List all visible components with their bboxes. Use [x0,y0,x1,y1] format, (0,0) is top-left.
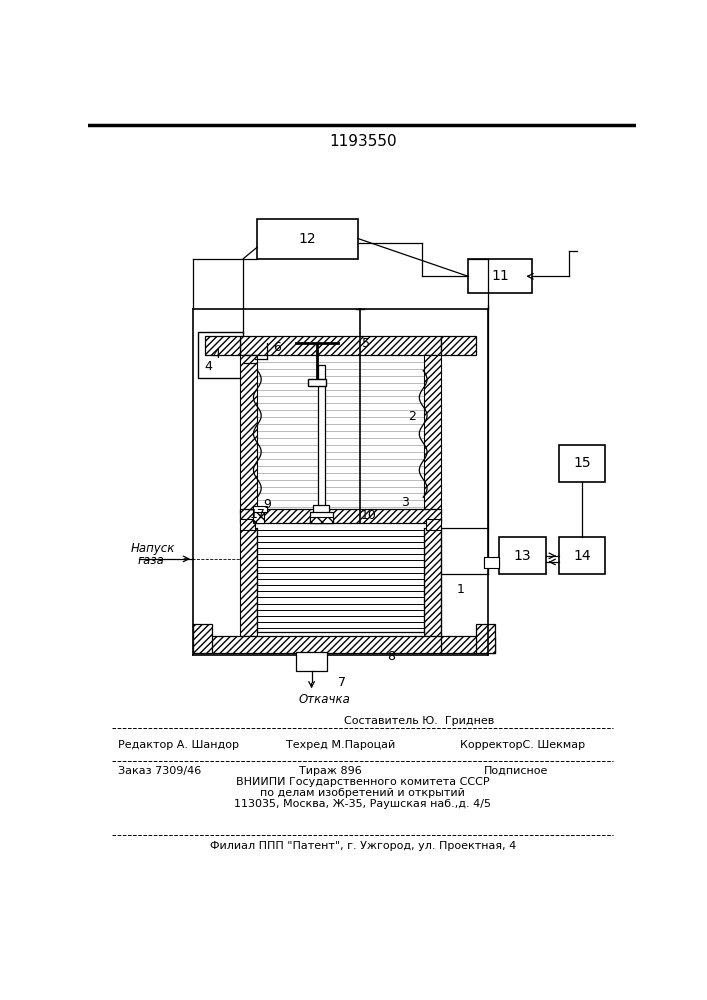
Text: 1: 1 [457,583,464,596]
Bar [193,636,495,653]
Text: Техред М.Пароцай: Техред М.Пароцай [286,740,395,750]
Text: Откачка: Откачка [299,693,351,706]
Bar [296,652,327,671]
Text: 17: 17 [250,508,266,521]
Text: 6: 6 [274,341,281,354]
Bar [308,379,325,386]
Text: ВНИИПИ Государственного комитета СССР: ВНИИПИ Государственного комитета СССР [236,777,489,787]
Bar [204,336,240,355]
Bar [559,537,605,574]
Text: 1193550: 1193550 [329,134,397,149]
Text: 14: 14 [573,549,591,563]
Text: 7: 7 [338,676,346,689]
Text: 4: 4 [212,348,221,361]
Text: 3: 3 [401,496,409,509]
Text: 113035, Москва, Ж-35, Раушская наб.,д. 4/5: 113035, Москва, Ж-35, Раушская наб.,д. 4… [234,799,491,809]
Text: 13: 13 [513,549,531,563]
Bar [310,517,333,523]
Text: КорректорС. Шекмар: КорректорС. Шекмар [460,740,585,750]
Text: 5: 5 [362,337,370,350]
Bar [199,332,243,378]
Text: 2: 2 [409,410,416,423]
Text: Составитель Ю.  Гриднев: Составитель Ю. Гриднев [344,716,494,726]
Bar [240,528,257,636]
Text: Редактор А. Шандор: Редактор А. Шандор [118,740,239,750]
Text: газа: газа [137,554,164,567]
Bar [257,219,358,259]
Text: по делам изобретений и открытий: по делам изобретений и открытий [260,788,465,798]
Bar [468,259,532,293]
Bar [476,624,495,653]
Bar [253,506,267,512]
Bar [240,519,255,530]
Bar [257,355,424,513]
Bar [317,365,325,507]
Text: Подписное: Подписное [484,766,548,776]
Text: Напуск: Напуск [131,542,175,555]
Text: Филиал ППП "Патент", г. Ужгород, ул. Проектная, 4: Филиал ППП "Патент", г. Ужгород, ул. Про… [209,841,516,851]
Bar [240,336,441,355]
Bar [240,355,257,513]
Bar [424,355,441,513]
Bar [484,557,499,568]
Bar [240,509,441,523]
Text: 11: 11 [491,269,509,283]
Bar [253,512,264,523]
Bar [193,624,212,653]
Bar [313,505,329,513]
Bar [499,537,546,574]
Text: Заказ 7309/46: Заказ 7309/46 [118,766,201,776]
Bar [426,519,441,530]
Text: 12: 12 [299,232,317,246]
Text: 4: 4 [204,360,213,373]
Text: 15: 15 [573,456,591,470]
Text: Тираж 896: Тираж 896 [299,766,362,776]
Bar [310,512,333,523]
Text: 9: 9 [264,498,271,512]
Text: 8: 8 [387,650,395,663]
Bar [559,445,605,482]
Text: 10: 10 [361,509,377,522]
Bar [424,528,441,636]
Bar [441,336,476,355]
